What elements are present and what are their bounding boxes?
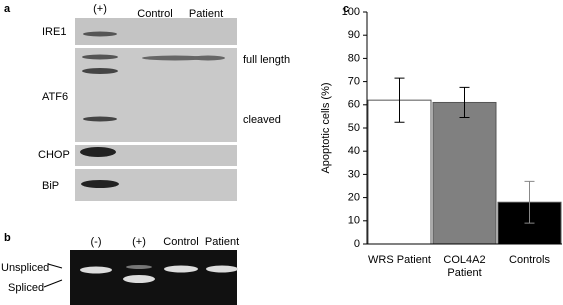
row-label: CHOP xyxy=(38,149,70,161)
column-label: (+) xyxy=(93,3,107,15)
error-bar xyxy=(394,77,405,123)
y-tick-label: 20 xyxy=(348,192,360,204)
row-label: ATF6 xyxy=(42,91,68,103)
error-bar xyxy=(524,180,535,224)
bar xyxy=(367,99,432,245)
y-tick-label: 90 xyxy=(348,29,360,41)
panel-label: c xyxy=(343,3,349,15)
panel-label: b xyxy=(4,232,11,244)
y-tick-label: 60 xyxy=(348,99,360,111)
column-label: (+) xyxy=(132,236,146,248)
x-tick-label: WRS Patient xyxy=(368,254,431,266)
column-label: (-) xyxy=(91,236,102,248)
y-tick-label: 80 xyxy=(348,52,360,64)
y-tick-label: 0 xyxy=(354,238,360,250)
gel-b xyxy=(43,250,238,305)
bar xyxy=(432,101,497,245)
y-tick-label: 50 xyxy=(348,122,360,134)
y-tick-label: 30 xyxy=(348,168,360,180)
row-label: IRE1 xyxy=(42,26,66,38)
y-tick-label: 10 xyxy=(348,215,360,227)
row-label: BiP xyxy=(42,180,59,192)
panel-label: a xyxy=(4,3,11,15)
x-tick-label: Controls xyxy=(509,254,550,266)
x-tick-label: COL4A2 Patient xyxy=(443,254,486,279)
column-label: Patient xyxy=(205,236,239,248)
y-tick-label: 100 xyxy=(342,6,360,18)
y-tick-label: 40 xyxy=(348,145,360,157)
error-bar xyxy=(459,86,470,119)
blot-a xyxy=(75,18,237,201)
y-tick-label: 70 xyxy=(348,76,360,88)
column-label: Control xyxy=(137,8,172,20)
column-label: Patient xyxy=(189,8,223,20)
band-label: Unspliced xyxy=(1,262,49,274)
y-axis-label: Apoptotic cells (%) xyxy=(320,82,332,173)
column-label: Control xyxy=(163,236,198,248)
annotation: cleaved xyxy=(243,114,281,126)
annotation: full length xyxy=(243,54,290,66)
band-label: Spliced xyxy=(8,282,44,294)
